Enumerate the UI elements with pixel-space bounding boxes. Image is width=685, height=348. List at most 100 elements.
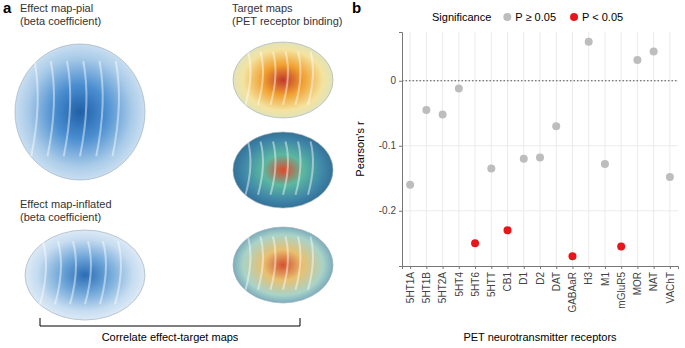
grid-line [572, 32, 573, 266]
target-map [233, 227, 333, 303]
legend-marker [570, 13, 578, 21]
point [617, 243, 625, 251]
grid-line [604, 32, 605, 266]
panel-label: b [352, 0, 361, 16]
y-axis: -0.2 -0.1 0 [379, 33, 403, 267]
tick-mark [572, 266, 573, 269]
tick: mGluR5 [616, 266, 627, 309]
tick-mark [670, 266, 671, 269]
sulcus [31, 61, 37, 156]
tick-mark [654, 266, 655, 269]
x-axis: 5HT1A5HT1B5HT2A5HT45HT65HTTCB1D1D2DATGAB… [403, 266, 679, 313]
tick-label: -0.1 [379, 140, 397, 151]
caption: Effect map-inflated [20, 198, 112, 210]
caption: Effect map-pial [20, 2, 93, 14]
tick: 5HTT [486, 266, 497, 297]
point [455, 85, 463, 93]
legend: SignificanceP ≥ 0.05P < 0.05 [432, 11, 623, 23]
sulcus [308, 142, 313, 195]
caption: (beta coefficient) [20, 211, 101, 223]
brain-surface [233, 227, 333, 303]
sulcus [271, 237, 276, 290]
points [406, 38, 674, 261]
sulcus [296, 237, 301, 290]
caption: (PET receptor binding) [232, 15, 342, 27]
sulcus [48, 61, 54, 156]
tick-label: CB1 [502, 272, 513, 292]
grid-line [540, 32, 541, 266]
sulcus [246, 142, 251, 195]
axis-title: PET neurotransmitter receptors [463, 331, 617, 343]
grid-line [491, 32, 492, 266]
tick: -0.1 [379, 140, 402, 151]
grid-line [556, 32, 557, 266]
point [504, 226, 512, 234]
sulcus [283, 237, 288, 290]
tick-mark [508, 266, 509, 269]
grid-line [426, 32, 427, 266]
point [633, 56, 641, 64]
tick: 5HT2A [437, 266, 448, 303]
tick-label: -0.2 [379, 205, 397, 216]
tick-label: M1 [600, 272, 611, 286]
grid-line [588, 32, 589, 266]
point [422, 106, 430, 114]
grid-line [523, 32, 524, 266]
sulcus [258, 52, 263, 105]
reference-line [402, 80, 678, 81]
tick-mark [475, 266, 476, 269]
sulcus [258, 142, 263, 195]
tick-label: GABAaR [567, 272, 578, 313]
grid-line [458, 32, 459, 266]
sulcus [308, 52, 313, 105]
sulcus [258, 237, 263, 290]
tick: CB1 [502, 266, 513, 291]
sulcus [283, 142, 288, 195]
tick-mark [605, 266, 606, 269]
sulcus [246, 237, 251, 290]
tick-mark [426, 266, 427, 269]
caption: Target maps [232, 2, 293, 14]
sulcus [100, 241, 106, 304]
sulcus [246, 52, 251, 105]
tick-label: MOR [632, 272, 643, 295]
brain-surface [15, 44, 145, 180]
tick-mark [589, 266, 590, 269]
tick-mark [399, 81, 402, 82]
legend-label: P < 0.05 [582, 11, 623, 23]
sulcus [296, 52, 301, 105]
tick-mark [443, 266, 444, 269]
grid-line [402, 80, 678, 81]
legend-title: Significance [432, 11, 491, 23]
tick-label: 5HT1B [421, 272, 432, 303]
sulcus [80, 61, 86, 156]
point [520, 155, 528, 163]
tick-label: H3 [583, 272, 594, 285]
point [568, 252, 576, 260]
tick-label: NAT [648, 272, 659, 291]
point [650, 48, 658, 56]
tick: D2 [535, 266, 546, 285]
grid-line [475, 32, 476, 266]
sulcus [115, 241, 121, 304]
grid-line [621, 32, 622, 266]
sulcus [85, 241, 91, 304]
axis-line [399, 33, 403, 267]
caption: (beta coefficient) [20, 15, 101, 27]
point [666, 173, 674, 181]
point [406, 181, 414, 189]
sulcus [113, 61, 119, 156]
tick: D1 [518, 266, 529, 285]
figure: aEffect map-pial(beta coefficient)Target… [0, 0, 685, 348]
grid-line [637, 32, 638, 266]
tick-mark [540, 266, 541, 269]
tick-label: 0 [390, 75, 396, 86]
target-map [233, 42, 333, 118]
tick: 0 [390, 75, 402, 86]
tick-mark [637, 266, 638, 269]
tick: DAT [551, 266, 562, 291]
panel-label: a [3, 0, 12, 16]
sulcus [64, 61, 70, 156]
sulcus [308, 237, 313, 290]
tick-mark [556, 266, 557, 269]
